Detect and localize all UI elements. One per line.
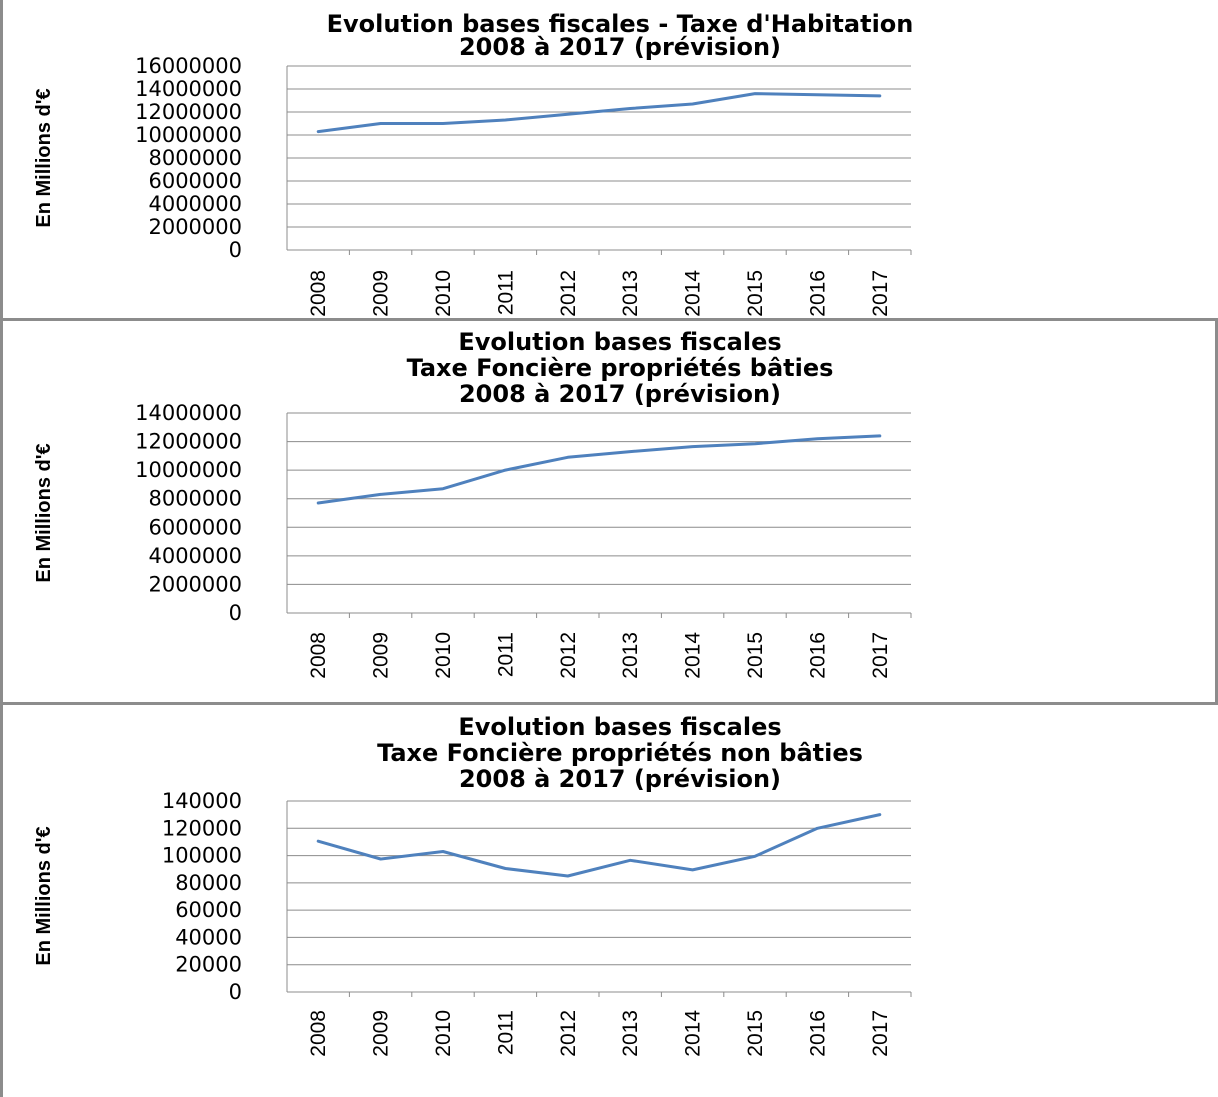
series-line (316, 434, 882, 505)
y-tick-label: 6000000 (148, 169, 242, 193)
y-tick-label: 12000000 (135, 100, 242, 124)
y-tick-label: 140000 (162, 789, 242, 813)
y-tick-label: 4000000 (148, 192, 242, 216)
chart-title-line: 2008 à 2017 (prévision) (459, 33, 781, 61)
y-axis-label: En Millions d'€ (33, 88, 55, 227)
y-tick-label: 60000 (175, 898, 242, 922)
x-tick-label: 2017 (869, 632, 892, 679)
y-tick-label: 2000000 (148, 572, 242, 596)
y-axis-label: En Millions d'€ (33, 443, 55, 582)
x-tick-label: 2008 (307, 632, 330, 679)
x-tick-label: 2015 (744, 1010, 767, 1057)
chart-panel-habitation: Evolution bases fiscales - Taxe d'Habita… (0, 0, 1218, 322)
x-tick-label: 2015 (744, 632, 767, 679)
x-tick-label: 2010 (432, 1010, 455, 1057)
chart-title-line: Evolution bases fiscales - Taxe d'Habita… (327, 10, 914, 38)
y-tick-label: 80000 (175, 871, 242, 895)
y-tick-label: 0 (229, 980, 242, 1004)
x-tick-label: 2015 (744, 270, 767, 317)
x-tick-label: 2012 (557, 1010, 580, 1057)
chart-panel-fonciere-non-baties: Evolution bases fiscales Taxe Foncière pr… (0, 702, 1218, 1097)
y-tick-label: 0 (229, 238, 242, 262)
x-tick-label: 2013 (619, 1010, 642, 1057)
y-tick-label: 14000000 (135, 401, 242, 425)
y-tick-label: 6000000 (148, 515, 242, 539)
x-tick-label: 2016 (806, 632, 829, 679)
x-tick-label: 2010 (432, 632, 455, 679)
y-tick-label: 8000000 (148, 487, 242, 511)
x-tick-label: 2013 (619, 270, 642, 317)
chart-habitation: Evolution bases fiscales - Taxe d'Habita… (33, 10, 914, 317)
chart-title-line: Taxe Foncière propriétés bâties (407, 354, 834, 382)
y-tick-label: 40000 (175, 925, 242, 949)
x-tick-label: 2016 (806, 1010, 829, 1057)
series-line (316, 813, 882, 878)
series-line (316, 92, 882, 134)
x-tick-label: 2009 (370, 1010, 393, 1057)
x-tick-label: 2008 (307, 1010, 330, 1057)
x-tick-label: 2017 (869, 1010, 892, 1057)
x-tick-label: 2014 (682, 1010, 705, 1057)
x-tick-label: 2016 (806, 270, 829, 317)
y-tick-label: 100000 (162, 844, 242, 868)
y-tick-label: 10000000 (135, 123, 242, 147)
x-tick-label: 2008 (307, 270, 330, 317)
chart-title-line: 2008 à 2017 (prévision) (459, 765, 781, 793)
y-tick-label: 2000000 (148, 215, 242, 239)
y-tick-label: 16000000 (135, 54, 242, 78)
y-tick-label: 8000000 (148, 146, 242, 170)
y-axis-label: En Millions d'€ (33, 826, 55, 965)
chart-title-line: Evolution bases fiscales (458, 328, 781, 356)
y-tick-label: 20000 (175, 953, 242, 977)
y-tick-label: 120000 (162, 816, 242, 840)
x-tick-label: 2009 (370, 270, 393, 317)
y-tick-label: 10000000 (135, 458, 242, 482)
x-tick-label: 2014 (682, 270, 705, 317)
chart-title-line: 2008 à 2017 (prévision) (459, 380, 781, 408)
chart-title-line: Taxe Foncière propriétés non bâties (377, 739, 863, 767)
chart-title-line: Evolution bases fiscales (458, 713, 781, 741)
x-tick-label: 2010 (432, 270, 455, 317)
x-tick-label: 2017 (869, 270, 892, 317)
x-tick-label: 2012 (557, 270, 580, 317)
y-tick-label: 12000000 (135, 430, 242, 454)
chart-panel-fonciere-baties: Evolution bases fiscales Taxe Foncière pr… (0, 318, 1218, 704)
x-tick-label: 2014 (682, 632, 705, 679)
y-tick-label: 14000000 (135, 77, 242, 101)
y-tick-label: 0 (229, 601, 242, 625)
x-tick-label: 2011 (494, 1010, 517, 1055)
y-tick-label: 4000000 (148, 544, 242, 568)
x-tick-label: 2011 (494, 270, 517, 315)
x-tick-label: 2009 (370, 632, 393, 679)
x-tick-label: 2013 (619, 632, 642, 679)
x-tick-label: 2011 (494, 632, 517, 677)
x-tick-label: 2012 (557, 632, 580, 679)
